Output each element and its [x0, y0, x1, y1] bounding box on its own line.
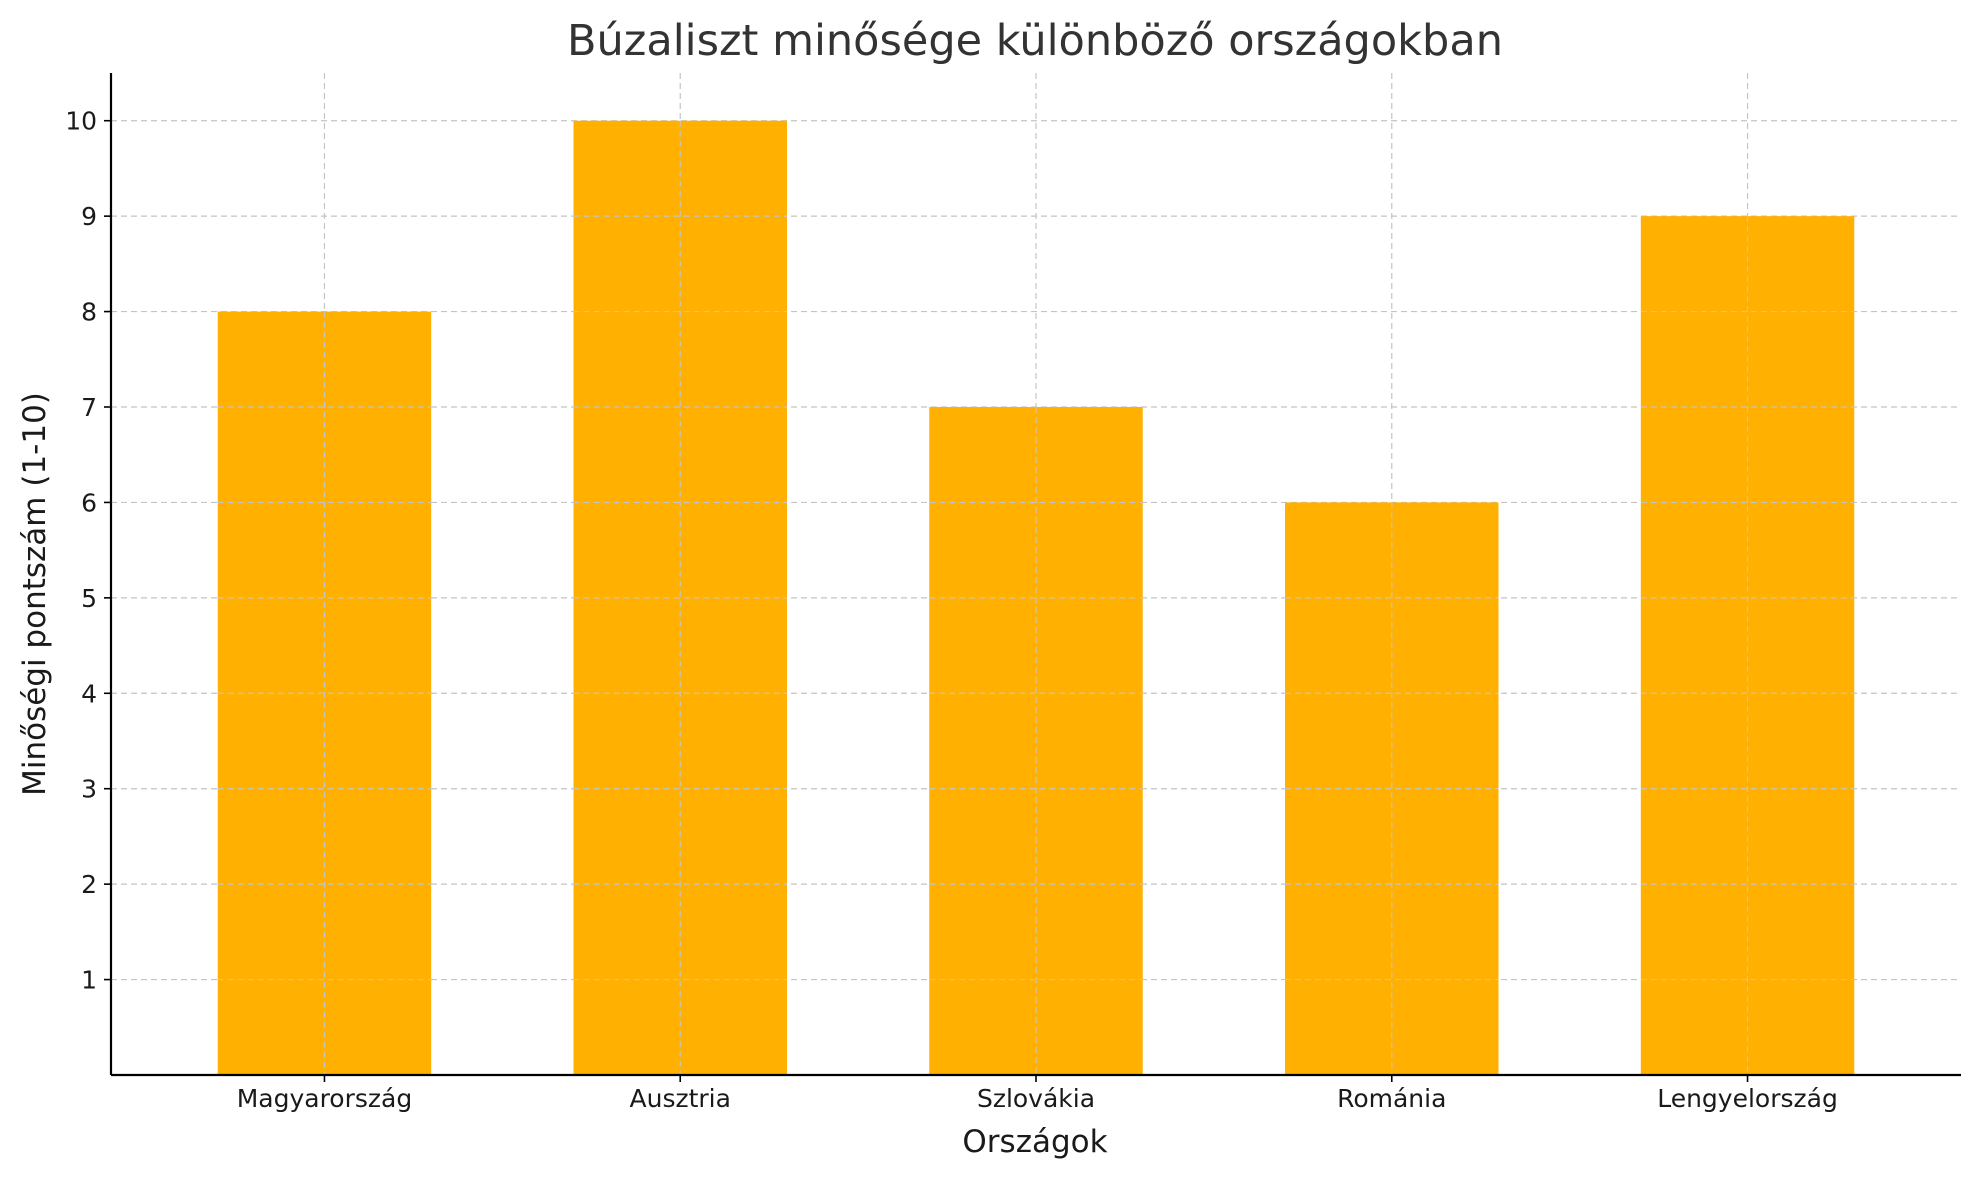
y-axis-title: Minőségi pontszám (1-10) [17, 392, 53, 796]
y-tick-label: 7 [81, 393, 97, 422]
x-tick-label: Ausztria [630, 1084, 731, 1113]
y-tick-label: 10 [65, 107, 97, 136]
y-tick-label: 5 [81, 584, 97, 613]
bars-layer [217, 120, 1855, 1076]
x-tick-label: Szlovákia [977, 1084, 1095, 1113]
ticks-layer: 1 2 3 4 5 6 7 8 9 10 Magyarország Ausztria Szlovákia… [65, 107, 1838, 1113]
x-tick-label: Románia [1337, 1084, 1446, 1113]
x-tick-label: Magyarország [237, 1084, 413, 1113]
y-tick-label: 4 [81, 679, 97, 708]
y-tick-label: 9 [81, 202, 97, 231]
y-tick-label: 8 [81, 298, 97, 327]
y-tick-label: 3 [81, 775, 97, 804]
y-tick-label: 6 [81, 488, 97, 517]
x-tick-label: Lengyelország [1657, 1084, 1838, 1113]
chart-title: Búzaliszt minősége különböző országokban [567, 16, 1503, 66]
y-tick-label: 1 [81, 966, 97, 995]
x-axis-title: Országok [962, 1124, 1107, 1160]
y-tick-label: 2 [81, 870, 97, 899]
